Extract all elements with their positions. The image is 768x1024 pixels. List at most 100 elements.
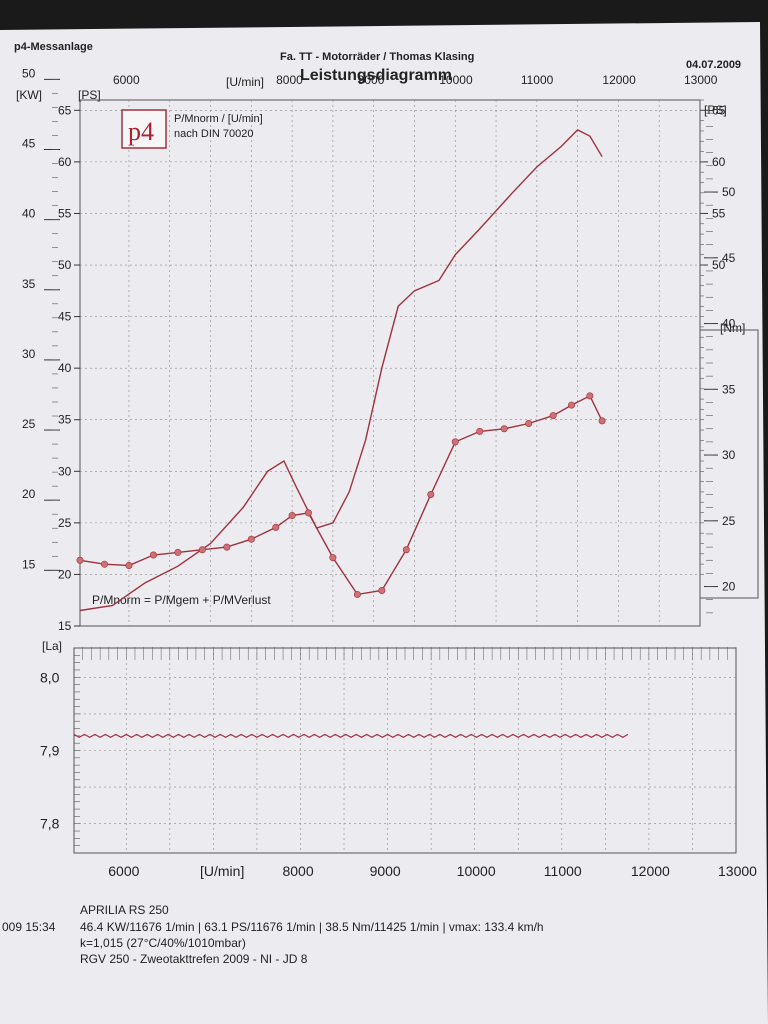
lambda-x-tick-label: 13000 [718, 863, 757, 879]
torque-data-point [198, 546, 206, 554]
paper-background [0, 22, 768, 1024]
nm-unit: [Nm] [720, 321, 745, 335]
kw-tick-label: 50 [22, 66, 36, 80]
ps-left-tick-label: 40 [58, 361, 72, 375]
torque-data-point [174, 548, 182, 556]
nm-tick-label: 35 [722, 382, 736, 396]
torque-data-point [427, 490, 435, 498]
nm-tick-label: 20 [722, 580, 736, 594]
header-center: Fa. TT - Motorräder / Thomas Klasing [280, 51, 474, 63]
torque-data-point [100, 560, 108, 568]
rpm-top-tick-label: 13000 [684, 73, 718, 87]
ps-left-tick-label: 15 [58, 619, 72, 633]
power-curve [79, 129, 603, 612]
kw-tick-label: 40 [22, 207, 36, 221]
torque-data-point [76, 556, 84, 564]
ps-right-tick-label: 50 [712, 258, 726, 272]
formula-text: P/Mnorm = P/Mgem + P/MVerlust [92, 593, 271, 607]
torque-data-point [568, 401, 576, 409]
rpm-top-tick-label: 10000 [439, 73, 473, 87]
footer-event: RGV 250 - Zweotakttrefen 2009 - NI - JD … [80, 952, 308, 966]
main-grid [80, 100, 700, 626]
ps-left-tick-label: 45 [58, 310, 72, 324]
kw-tick-label: 35 [22, 277, 36, 291]
torque-data-point [402, 546, 410, 554]
ps-right-tick-label: 55 [712, 206, 726, 220]
ps-left-tick-label: 35 [58, 413, 72, 427]
nm-tick-label: 30 [722, 448, 736, 462]
lambda-x-axis: 6000 8000 9000 10000 11000 12000 13000 [82, 647, 757, 879]
torque-data-point [353, 590, 361, 598]
ps-right-axis: 50 55 60 65 [700, 99, 726, 575]
torque-data-point [125, 562, 133, 570]
rpm-top-tick-label: 6000 [113, 73, 140, 87]
torque-data-point [451, 438, 459, 446]
kw-tick-label: 25 [22, 417, 36, 431]
torque-data-point [329, 554, 337, 562]
footer-time: 009 15:34 [2, 920, 56, 934]
kw-unit: [KW] [16, 88, 42, 102]
ps-left-unit: [PS] [78, 88, 101, 102]
lambda-x-tick-label: 12000 [631, 863, 670, 879]
lambda-tick-label: 7,9 [40, 743, 60, 759]
nm-axis-panel [699, 329, 759, 599]
p4-logo: p4 [121, 109, 167, 149]
torque-data-point [288, 512, 296, 520]
torque-data-point [223, 543, 231, 551]
kw-tick-label: 15 [22, 557, 36, 571]
torque-data-point [149, 551, 157, 559]
lambda-x-tick-label: 6000 [108, 863, 139, 879]
torque-data-point [378, 586, 386, 594]
torque-data-point [476, 427, 484, 435]
lambda-x-tick-label: 10000 [457, 863, 496, 879]
lambda-unit: [La] [42, 639, 62, 653]
ps-right-tick-label: 65 [712, 103, 726, 117]
lambda-x-tick-label: 9000 [370, 863, 401, 879]
ps-left-tick-label: 55 [58, 206, 72, 220]
torque-data-point [272, 523, 280, 531]
rpm-top-tick-label: 12000 [602, 73, 636, 87]
torque-data-point [549, 412, 557, 420]
legend-line-1: P/Mnorm / [U/min] [174, 113, 263, 125]
lambda-series-layer [73, 733, 629, 738]
nm-tick-label: 40 [722, 317, 736, 331]
ps-left-tick-label: 30 [58, 464, 72, 478]
lambda-curve [73, 733, 629, 738]
lambda-x-tick-label: 8000 [282, 863, 313, 879]
torque-curve [79, 394, 603, 596]
ps-right-unit: [PS] [704, 103, 727, 117]
header-date: 04.07.2009 [686, 59, 741, 71]
rpm-top-tick-label: 8000 [276, 73, 303, 87]
footer-model: APRILIA RS 250 [80, 903, 169, 917]
ps-left-tick-label: 65 [58, 103, 72, 117]
lambda-x-unit: [U/min] [200, 863, 244, 879]
footer-stats: 46.4 KW/11676 1/min | 63.1 PS/11676 1/mi… [80, 920, 544, 934]
nm-tick-label: 45 [722, 251, 736, 265]
ps-left-axis: 15 20 25 30 35 40 45 50 55 60 65 [58, 103, 80, 633]
rpm-top-unit: [U/min] [226, 75, 264, 89]
torque-data-point [586, 392, 594, 400]
torque-data-point [525, 419, 533, 427]
rpm-top-tick-label: 11000 [521, 73, 554, 87]
lambda-tick-label: 8,0 [40, 669, 60, 685]
chart-title: Leistungsdiagramm [300, 67, 452, 84]
lambda-x-tick-label: 11000 [544, 863, 582, 879]
lambda-y-axis: 8,0 7,9 7,8 [40, 655, 80, 846]
lambda-grid [74, 648, 736, 853]
footer-conditions: k=1,015 (27°C/40%/1010mbar) [80, 936, 246, 950]
ps-left-tick-label: 50 [58, 258, 72, 272]
kw-tick-label: 20 [22, 487, 36, 501]
lambda-tick-label: 7,8 [40, 816, 60, 832]
ps-left-tick-label: 20 [58, 567, 72, 581]
ps-right-tick-label: 60 [712, 155, 726, 169]
torque-data-point [304, 509, 312, 517]
main-series-layer [76, 129, 606, 612]
torque-data-point [598, 417, 606, 425]
nm-tick-label: 50 [722, 185, 736, 199]
ps-left-tick-label: 25 [58, 516, 72, 530]
top-rpm-axis: 6000 8000 9000 10000 11000 12000 13000 [113, 73, 718, 87]
torque-data-point [247, 535, 255, 543]
rpm-top-tick-label: 9000 [358, 73, 385, 87]
